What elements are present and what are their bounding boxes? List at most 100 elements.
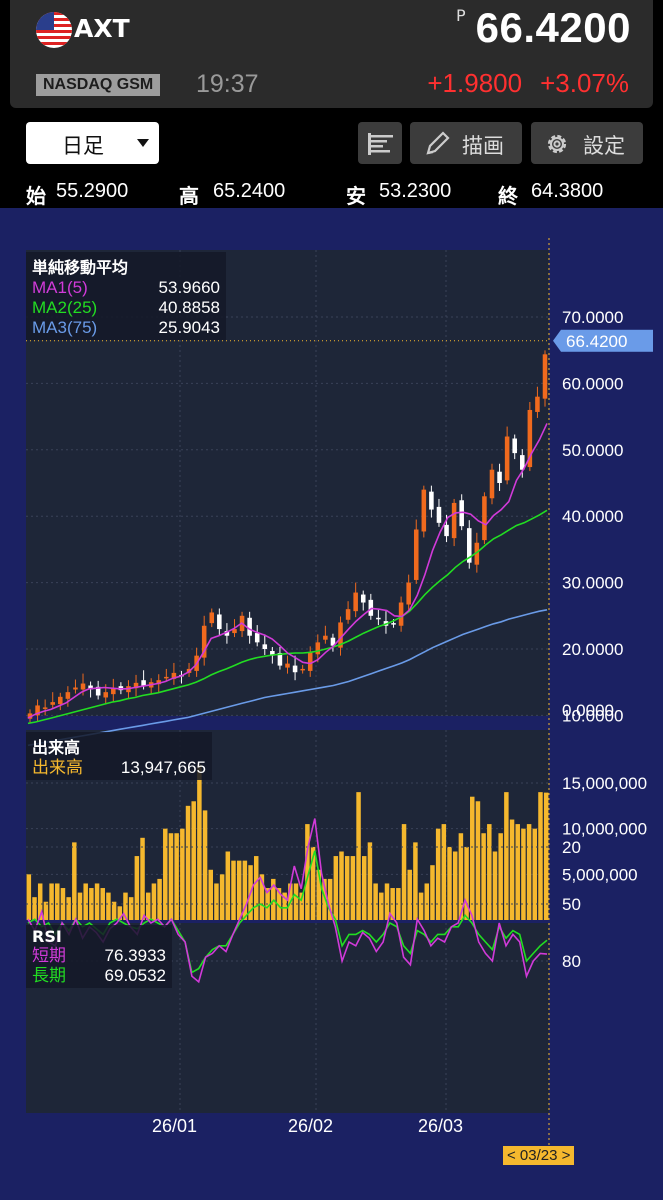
change-percent: +3.07% [540, 68, 629, 98]
volume-bar [407, 869, 412, 920]
close-label: 終 [498, 186, 518, 208]
rsi-axis-tick: 20 [562, 838, 581, 857]
volume-bar [498, 833, 503, 920]
volume-bar [305, 824, 310, 920]
last-price-label: 66.4200 [566, 332, 627, 351]
volume-bar [543, 792, 549, 920]
period-label: 日足 [62, 134, 104, 158]
volume-axis-tick: 15,000,000 [562, 774, 647, 793]
current-price: 66.4200 [475, 4, 631, 51]
volume-bar [128, 897, 134, 920]
volume-bar [413, 842, 418, 920]
rsi-long-line [27, 850, 548, 974]
indicator-list-button[interactable] [358, 122, 402, 164]
volume-bar [299, 892, 304, 920]
candle-body [413, 529, 419, 580]
candle-body [323, 635, 328, 640]
candle-body [164, 676, 169, 679]
volume-bar [151, 883, 157, 920]
draw-label: 描画 [462, 134, 504, 158]
volume-bar [481, 833, 486, 920]
candle-body [482, 496, 487, 541]
ma-legend: 単純移動平均 MA1(5) 53.9660 MA2(25) 40.8858 MA3(… [26, 252, 226, 340]
volume-bar [55, 883, 60, 920]
volume-bar [538, 792, 543, 920]
candle-body [171, 672, 177, 679]
candle-body [292, 665, 298, 673]
volume-bar [521, 828, 526, 920]
volume-bar [145, 892, 151, 920]
date-axis-tick: 26/02 [288, 1116, 333, 1136]
candle-body [217, 614, 222, 630]
volume-value: 13,947,665 [120, 758, 206, 777]
rsi-short-value: 76.3933 [104, 946, 166, 965]
low-value: 53.2300 [379, 180, 452, 202]
rsi-short-label: 短期 [32, 946, 66, 965]
price-axis-tick: 70.0000 [562, 308, 623, 327]
volume-bar [123, 892, 128, 920]
volume-bar [163, 828, 168, 920]
ma3-line [27, 609, 548, 747]
chart-area[interactable]: 70.0000 60.0000 50.0000 40.0000 30.0000 20.00… [0, 208, 663, 1200]
volume-bar [379, 892, 384, 920]
price-axis-tick: 20.0000 [562, 640, 623, 659]
volume-bar [134, 856, 140, 920]
candle-body [141, 680, 146, 686]
volume-bar [259, 874, 265, 920]
quote-time: 19:37 [196, 70, 259, 98]
volume-legend-title: 出来高 [32, 738, 81, 757]
volume-bar [418, 892, 424, 920]
volume-bar [168, 833, 174, 920]
candle-body [451, 502, 457, 539]
ma3-value: 25.9043 [158, 318, 220, 337]
us-flag-icon [36, 12, 72, 48]
high-label: 高 [179, 186, 199, 208]
period-dropdown[interactable]: 日足 [26, 122, 159, 164]
draw-button[interactable]: 描画 [410, 122, 522, 164]
candle-body [542, 354, 548, 399]
price-axis-tick: 10.0000 [562, 706, 623, 725]
volume-bar [373, 883, 378, 920]
price-axis-tick: 60.0000 [562, 374, 623, 393]
candle-body [58, 696, 63, 705]
candle-body [95, 686, 101, 696]
candle-body [376, 617, 381, 620]
volume-bar [140, 837, 145, 920]
volume-bar [492, 851, 498, 920]
volume-bar [66, 897, 71, 920]
quote-header: AXT P 66.4200 NASDAQ GSM 19:37 +1.9800 +3… [10, 0, 653, 108]
candle-body [209, 612, 215, 624]
volume-label: 出来高 [32, 758, 83, 777]
volume-bar [435, 828, 441, 920]
last-price-badge [561, 329, 653, 352]
candle-body [88, 685, 93, 690]
candle-body [360, 594, 366, 603]
volume-bar [111, 901, 117, 920]
volume-bar [106, 892, 111, 920]
candle-body [42, 707, 48, 709]
rsi-long-label: 長期 [32, 966, 66, 985]
gear-icon [547, 134, 567, 154]
ma-legend-title: 単純移動平均 [32, 258, 129, 277]
ma1-line [27, 423, 548, 719]
high-value: 65.2400 [213, 180, 286, 202]
candle-body [65, 692, 71, 699]
volume-bar [441, 824, 447, 920]
candle-body [270, 650, 275, 656]
close-value: 64.3800 [531, 180, 604, 202]
volume-bar [509, 819, 515, 920]
crosshair-date-badge[interactable]: < 03/23 > [503, 1146, 575, 1165]
settings-button[interactable]: 設定 [531, 122, 643, 164]
rsi-legend-title: RSI [32, 927, 62, 946]
candle-body [353, 592, 358, 612]
candle-body [459, 500, 464, 527]
volume-bar [276, 888, 282, 920]
volume-bar [49, 883, 54, 920]
candle-body [474, 542, 480, 565]
volume-bar [532, 828, 538, 920]
candle-body [398, 602, 404, 626]
chart-canvas[interactable]: 70.0000 60.0000 50.0000 40.0000 30.0000 20.00… [0, 208, 663, 1200]
candle-body [436, 506, 442, 523]
candle-body [368, 599, 374, 616]
candle-body [345, 609, 351, 620]
